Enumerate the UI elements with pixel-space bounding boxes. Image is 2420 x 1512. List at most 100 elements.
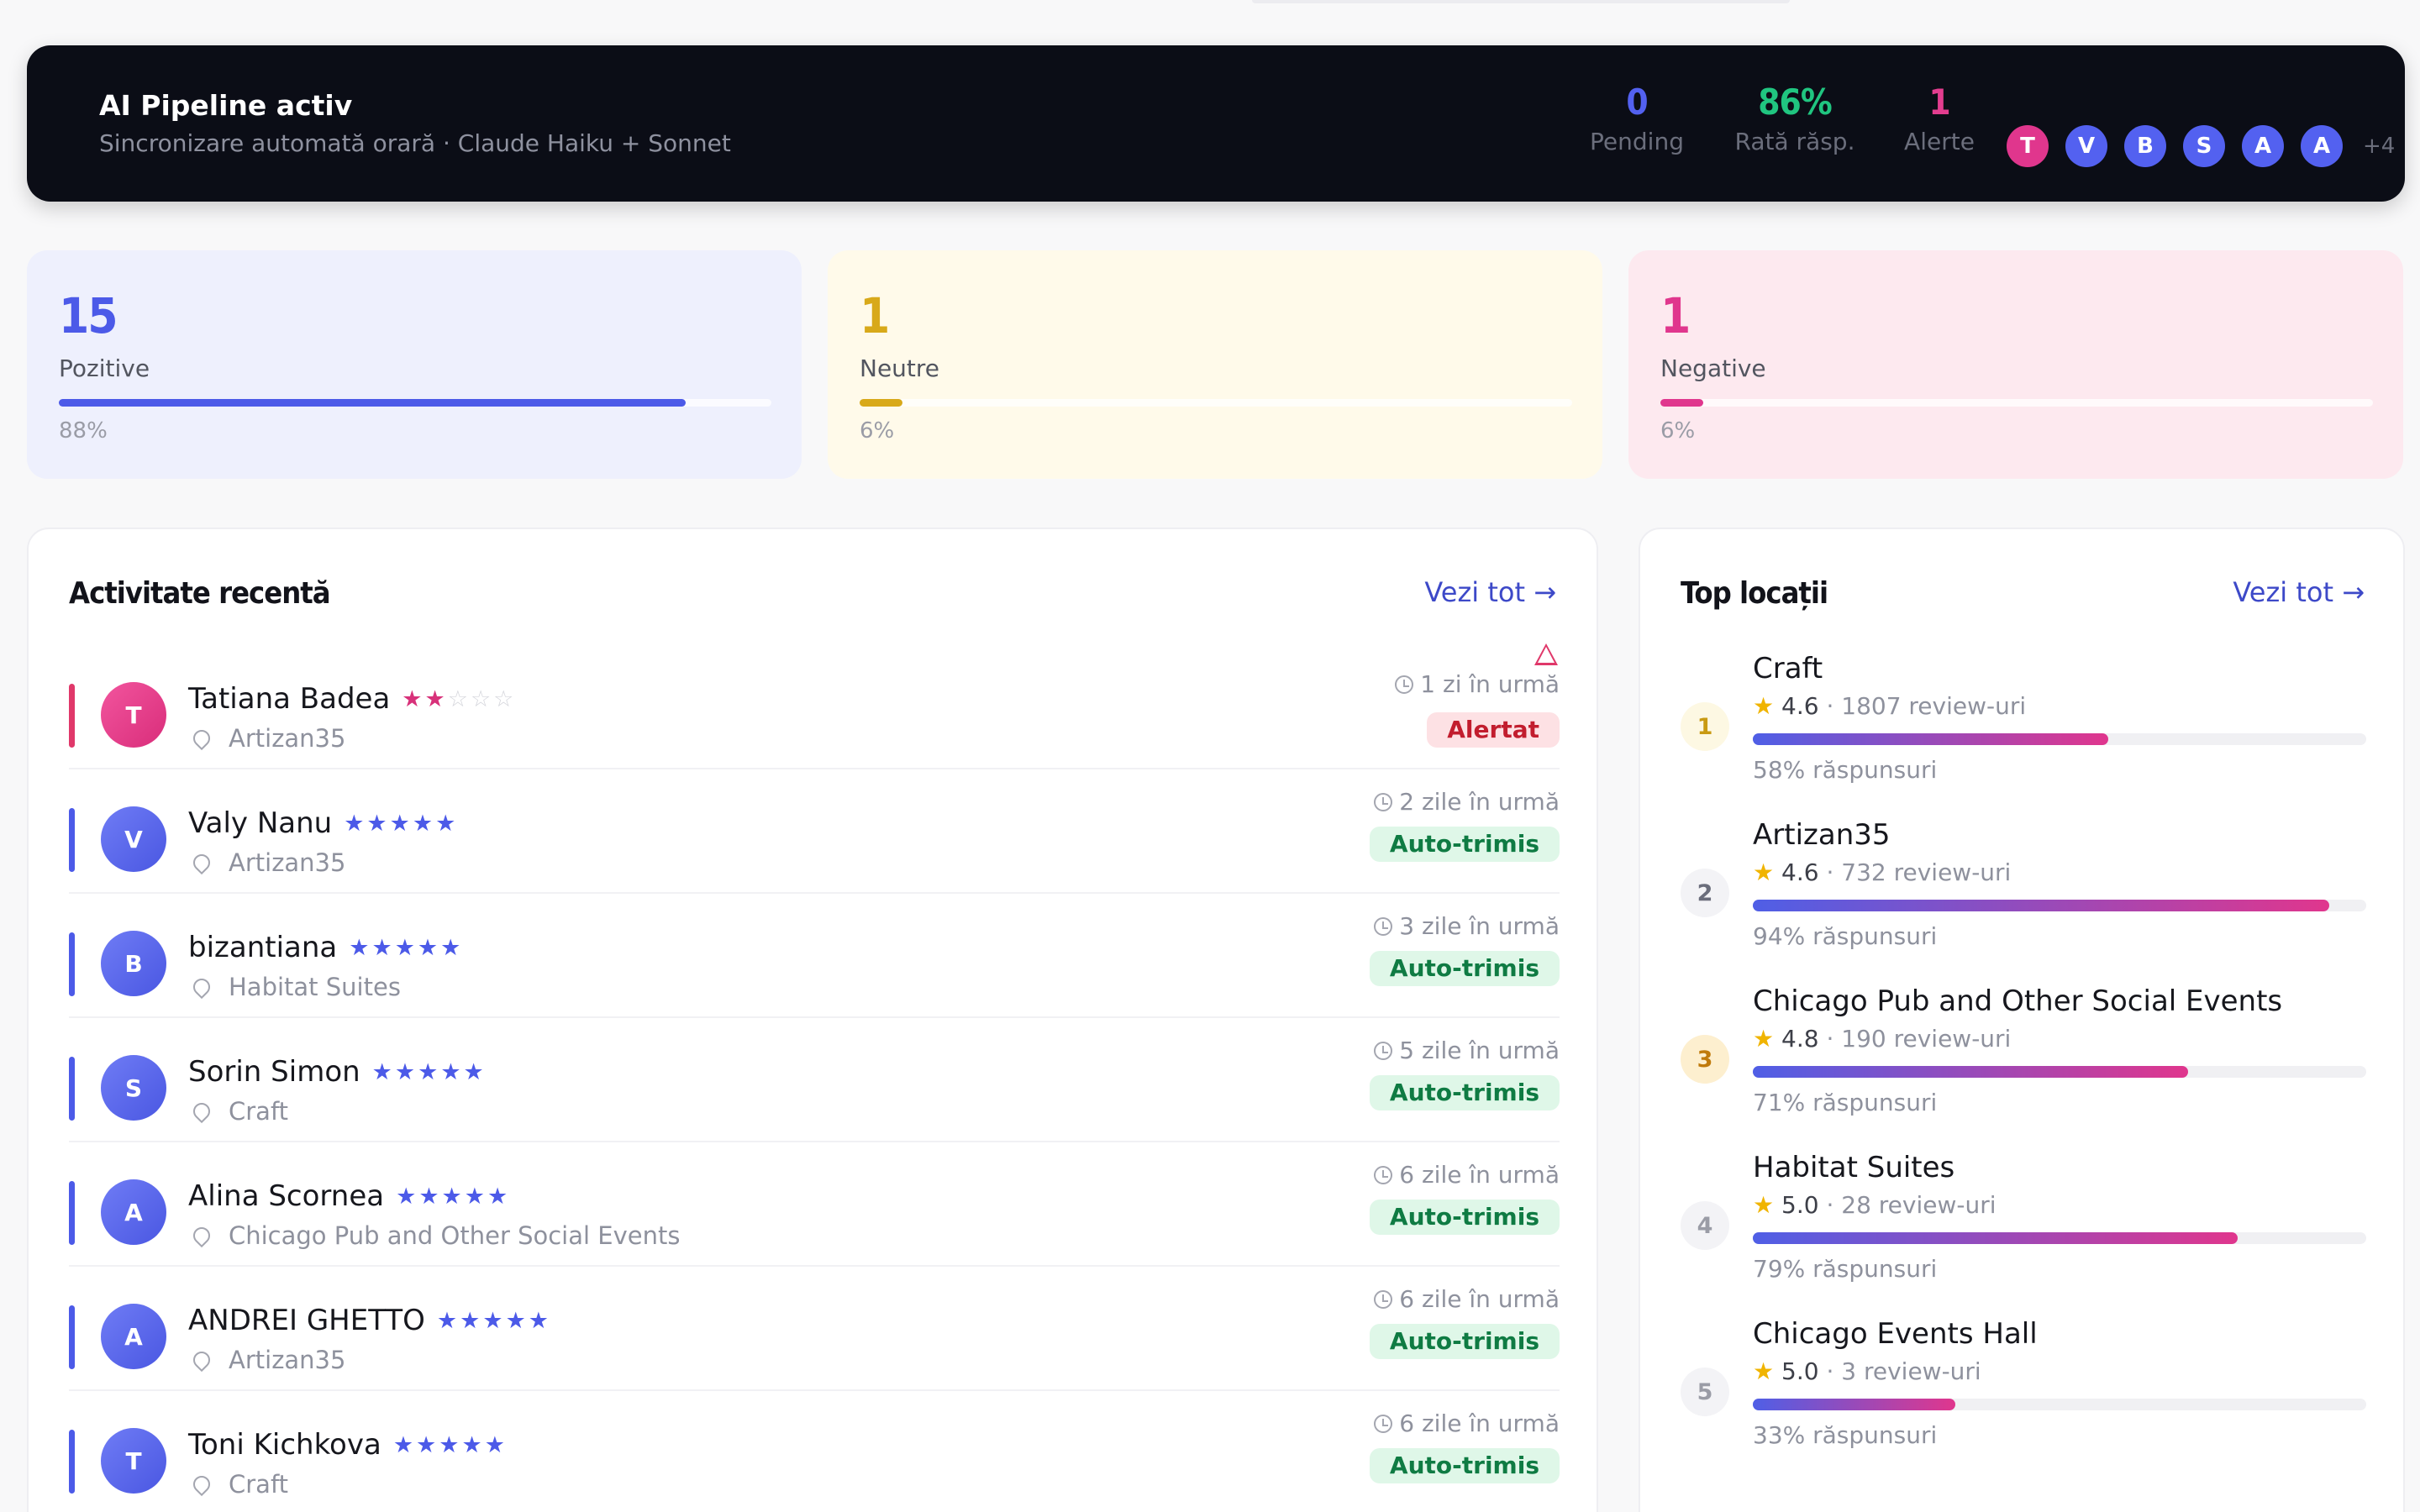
stat-pending: 0 Pending: [1561, 82, 1712, 156]
location-name: Chicago Pub and Other Social Events: [1753, 984, 2283, 1018]
star-filled-icon: ★: [1753, 692, 1775, 720]
reviewer-name-text: Tatiana Badea: [188, 682, 391, 716]
activity-row[interactable]: A Alina Scornea ★★★★★ Chicago Pub and Other…: [69, 1142, 1560, 1267]
response-rate-bar: [1753, 900, 2366, 911]
star-empty-icon: ☆: [470, 686, 494, 712]
star-filled-icon: ★: [461, 1432, 485, 1458]
reviewer-avatar[interactable]: S: [2183, 125, 2225, 167]
alert-triangle-icon: [1534, 643, 1558, 665]
sentiment-neutral-fill: [860, 399, 902, 407]
star-filled-icon: ★: [464, 1184, 487, 1210]
activity-row[interactable]: T Tatiana Badea ★★☆☆☆ Artizan35 1 zi în urmă…: [69, 643, 1560, 769]
clock-icon: [1374, 1042, 1393, 1060]
review-location: Craft: [188, 1097, 288, 1126]
response-rate-label: 79% răspunsuri: [1753, 1255, 1938, 1283]
reviewer-name-text: Valy Nanu: [188, 806, 333, 840]
reviewer-avatar[interactable]: A: [2242, 125, 2284, 167]
stat-response-rate-value: 86%: [1758, 81, 1832, 123]
star-filled-icon: ★: [412, 811, 436, 837]
star-filled-icon: ★: [371, 935, 395, 961]
activity-row[interactable]: A ANDREI GHETTO ★★★★★ Artizan35 6 zile în ur…: [69, 1267, 1560, 1391]
more-avatars-count[interactable]: +4: [2363, 134, 2396, 159]
star-filled-icon: ★: [505, 1308, 529, 1334]
review-time-text: 6 zile în urmă: [1399, 1410, 1560, 1437]
reviewer-avatar-stack[interactable]: T V B S A A +4: [2007, 125, 2395, 167]
response-rate-bar: [1753, 1399, 2366, 1410]
response-rate-fill: [1753, 733, 2109, 745]
review-location: Artizan35: [188, 1346, 345, 1374]
location-meta: ★ 4.6 · 1807 review-uri: [1753, 692, 2026, 720]
sentiment-card-neutral: 1 Neutre 6%: [828, 250, 1602, 479]
review-location-text: Craft: [229, 1097, 289, 1126]
activity-row[interactable]: S Sorin Simon ★★★★★ Craft 5 zile în urmă Auto…: [69, 1018, 1560, 1142]
reviewer-avatar[interactable]: A: [2301, 125, 2343, 167]
location-review-count: 732 review-uri: [1841, 858, 2012, 886]
location-item[interactable]: 1 Craft ★ 4.6 · 1807 review-uri 58% răspuns…: [1681, 652, 2378, 818]
review-location: Chicago Pub and Other Social Events: [188, 1221, 680, 1250]
review-time-text: 5 zile în urmă: [1399, 1037, 1560, 1064]
activity-row[interactable]: V Valy Nanu ★★★★★ Artizan35 2 zile în urmă Au…: [69, 769, 1560, 894]
location-name: Artizan35: [1753, 818, 1891, 852]
sentiment-indicator-bar: [69, 684, 75, 748]
star-rating: ★★☆☆☆: [402, 686, 516, 712]
reviewer-name-text: Alina Scornea: [188, 1179, 385, 1213]
star-filled-icon: ★: [366, 811, 390, 837]
location-item[interactable]: 2 Artizan35 ★ 4.6 · 732 review-uri 94% răsp…: [1681, 818, 2378, 984]
top-locations-panel: Top locații Vezi tot → 1 Craft ★ 4.6 · 180…: [1639, 528, 2405, 1512]
star-rating: ★★★★★: [344, 811, 458, 837]
sentiment-neutral-count: 1: [860, 287, 890, 344]
review-location-text: Artizan35: [229, 848, 346, 877]
location-meta: ★ 5.0 · 28 review-uri: [1753, 1191, 1996, 1219]
star-filled-icon: ★: [1753, 1025, 1775, 1053]
response-rate-label: 58% răspunsuri: [1753, 756, 1938, 784]
response-rate-label: 94% răspunsuri: [1753, 922, 1938, 950]
top-locations-see-all-link[interactable]: Vezi tot →: [2233, 576, 2365, 608]
star-filled-icon: ★: [418, 1059, 441, 1085]
reviewer-avatar[interactable]: V: [2065, 125, 2107, 167]
response-rate-label: 71% răspunsuri: [1753, 1089, 1938, 1116]
review-time: 6 zile în urmă: [1374, 1161, 1560, 1189]
recent-activity-see-all-link[interactable]: Vezi tot →: [1424, 576, 1556, 608]
location-item[interactable]: 4 Habitat Suites ★ 5.0 · 28 review-uri 79% …: [1681, 1151, 2378, 1317]
reviewer-avatar[interactable]: T: [2007, 125, 2049, 167]
stat-response-rate-label: Rată răsp.: [1734, 128, 1855, 155]
review-location: Artizan35: [188, 848, 345, 877]
sentiment-negative-label: Negative: [1660, 354, 1766, 382]
star-filled-icon: ★: [418, 1184, 442, 1210]
star-rating: ★★★★★: [393, 1432, 508, 1458]
response-rate-bar: [1753, 1232, 2366, 1244]
sentiment-indicator-bar: [69, 1430, 75, 1494]
star-filled-icon: ★: [344, 811, 367, 837]
star-rating: ★★★★★: [349, 935, 463, 961]
clock-icon: [1395, 675, 1414, 694]
location-meta: ★ 4.8 · 190 review-uri: [1753, 1025, 2011, 1053]
status-badge: Auto-trimis: [1369, 951, 1560, 986]
clock-icon: [1374, 1415, 1393, 1433]
status-badge: Auto-trimis: [1369, 1448, 1560, 1483]
location-item[interactable]: 5 Chicago Events Hall ★ 5.0 · 3 review-uri…: [1681, 1317, 2378, 1483]
sentiment-neutral-label: Neutre: [860, 354, 940, 382]
reviewer-name: Sorin Simon ★★★★★: [188, 1055, 487, 1089]
star-filled-icon: ★: [528, 1308, 552, 1334]
star-filled-icon: ★: [417, 935, 441, 961]
reviewer-avatar[interactable]: B: [2124, 125, 2166, 167]
location-pin-icon: [189, 726, 214, 751]
review-time: 6 zile în urmă: [1374, 1285, 1560, 1313]
review-location: Artizan35: [188, 724, 345, 753]
reviewer-name: Tatiana Badea ★★☆☆☆: [188, 682, 516, 716]
sentiment-indicator-bar: [69, 1181, 75, 1245]
activity-row[interactable]: T Toni Kichkova ★★★★★ Craft 6 zile în urmă Au…: [69, 1391, 1560, 1512]
status-badge: Alertat: [1427, 712, 1560, 748]
review-time: 3 zile în urmă: [1374, 912, 1560, 940]
reviewer-avatar: A: [101, 1304, 166, 1369]
meta-separator: ·: [1818, 692, 1842, 720]
top-locations-title: Top locații: [1681, 576, 1828, 611]
stat-alerts-label: Alerte: [1904, 128, 1975, 155]
location-item[interactable]: 3 Chicago Pub and Other Social Events ★ 4.…: [1681, 984, 2378, 1151]
reviewer-name-text: bizantiana: [188, 931, 338, 964]
star-filled-icon: ★: [396, 1184, 419, 1210]
response-rate-label: 33% răspunsuri: [1753, 1421, 1938, 1449]
sentiment-positive-percent: 88%: [59, 418, 108, 444]
clock-icon: [1374, 1290, 1393, 1309]
